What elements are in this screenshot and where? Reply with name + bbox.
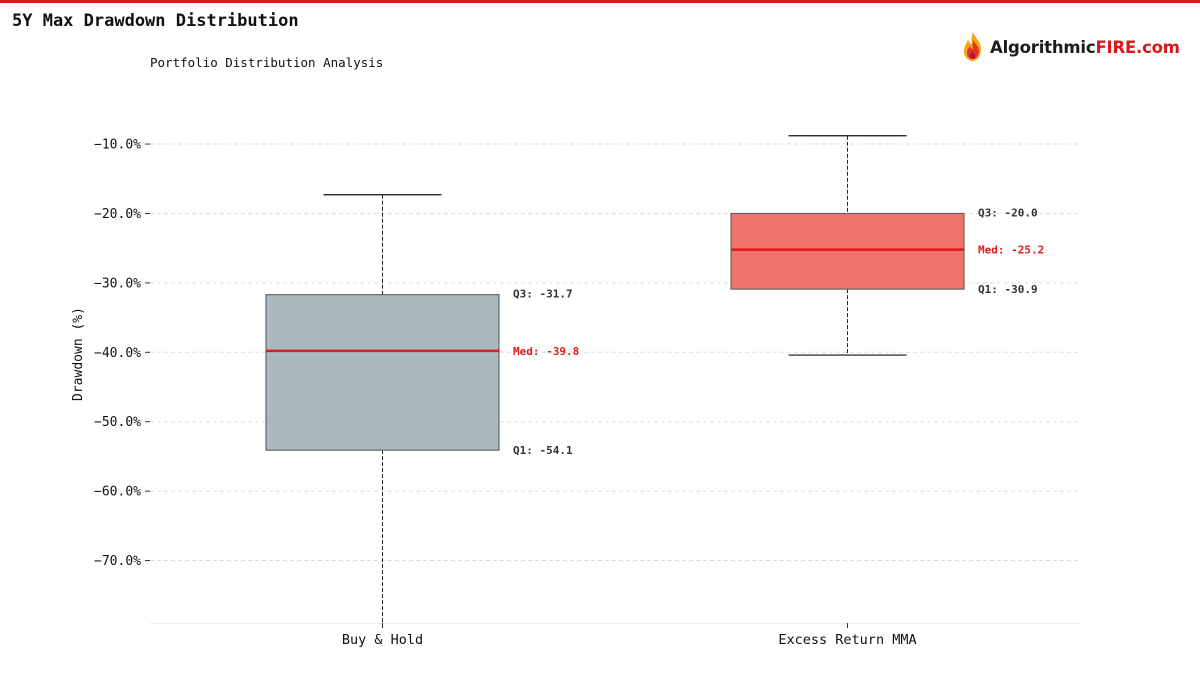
- q1-label: Q1: -30.9: [978, 283, 1038, 296]
- q3-label: Q3: -31.7: [513, 288, 573, 301]
- x-tick-label: Excess Return MMA: [778, 632, 916, 648]
- brand-logo-text-accent: FIRE.com: [1095, 37, 1180, 57]
- q3-label: Q3: -20.0: [978, 206, 1038, 219]
- top-accent-rule: [0, 0, 1200, 3]
- y-tick-label: −70.0%: [94, 554, 141, 569]
- iqr-box: [730, 212, 965, 290]
- y-tick-label: −50.0%: [94, 415, 141, 430]
- brand-logo-text: AlgorithmicFIRE.com: [990, 38, 1180, 57]
- axis-layer: −10.0% −20.0% −30.0% −40.0% −50.0% −60.0% −70.…: [94, 138, 1080, 648]
- y-tick-label: −30.0%: [94, 276, 141, 291]
- box-group-1: Q3: -20.0 Med: -25.2 Q1: -30.9: [730, 135, 1044, 356]
- x-tick-label: Buy & Hold: [342, 632, 423, 648]
- median-label: Med: -39.8: [513, 345, 579, 358]
- iqr-box: [265, 294, 500, 451]
- brand-logo-text-main: Algorithmic: [990, 37, 1096, 57]
- flame-icon: [964, 32, 981, 61]
- brand-logo[interactable]: AlgorithmicFIRE.com: [960, 30, 1180, 64]
- box-group-0: Q3: -31.7 Med: -39.8 Q1: -54.1: [265, 194, 579, 623]
- y-tick-label: −10.0%: [94, 138, 141, 153]
- y-tick-label: −40.0%: [94, 346, 141, 361]
- y-axis-label: Drawdown (%): [71, 307, 86, 401]
- median-label: Med: -25.2: [978, 244, 1044, 257]
- q1-label: Q1: -54.1: [513, 444, 573, 457]
- page-title: 5Y Max Drawdown Distribution: [12, 11, 299, 31]
- y-tick-label: −60.0%: [94, 485, 141, 500]
- box-layer: Q3: -31.7 Med: -39.8 Q1: -54.1 Q3: -20.0 Med…: [265, 135, 1044, 623]
- y-tick-label: −20.0%: [94, 207, 141, 222]
- chart-subtitle: Portfolio Distribution Analysis: [150, 55, 384, 70]
